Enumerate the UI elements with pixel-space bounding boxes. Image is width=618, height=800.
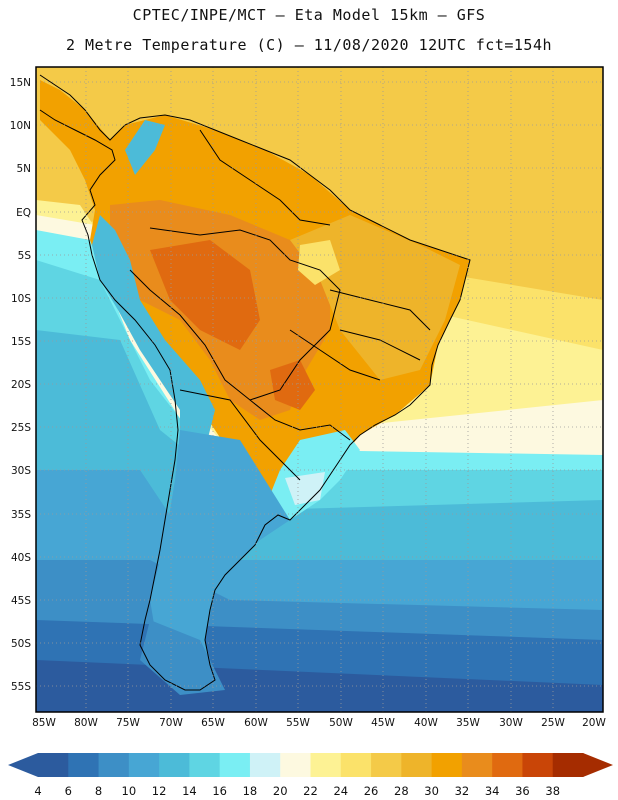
colorbar-label: 26 (364, 784, 379, 798)
lat-label: 25S (11, 422, 31, 434)
lat-label: 15S (11, 336, 31, 348)
colorbar-swatch (280, 753, 311, 777)
colorbar-swatch (310, 753, 342, 777)
colorbar-label: 38 (545, 784, 560, 798)
lat-label: 5S (18, 250, 32, 262)
colorbar-label: 32 (455, 784, 470, 798)
colorbar-swatch (159, 753, 190, 777)
map-frame (35, 66, 604, 713)
colorbar-swatch (492, 753, 523, 777)
lon-label: 75W (116, 717, 140, 729)
colorbar-label: 18 (243, 784, 258, 798)
colorbar-swatch (340, 753, 372, 777)
colorbar-label: 28 (394, 784, 409, 798)
lon-label: 70W (159, 717, 183, 729)
country-border-west (129, 227, 341, 401)
lat-label: 5N (16, 163, 31, 175)
colorbar-label: 12 (152, 784, 167, 798)
colorbar-swatch (189, 753, 221, 777)
country-border-argentina (179, 389, 301, 481)
lon-label: 65W (201, 717, 225, 729)
lat-label: 15N (10, 77, 31, 89)
colorbar-swatch (522, 753, 554, 777)
patagonia-region (150, 430, 290, 690)
colorbar-swatch (38, 753, 69, 777)
lat-label: 35S (11, 509, 31, 521)
state-border-2 (339, 329, 421, 361)
lat-label: 55S (11, 681, 31, 693)
lat-label: 10N (10, 120, 31, 132)
map-title-variable: 2 Metre Temperature (C) – 11/08/2020 12U… (65, 36, 553, 54)
lat-label: 30S (11, 465, 31, 477)
interior-hotspot-south (270, 360, 315, 410)
colorbar-swatch (461, 753, 493, 777)
lat-label: 20S (11, 379, 31, 391)
colorbar-label: 16 (212, 784, 227, 798)
colorbar-label: 4 (34, 784, 41, 798)
temperature-field (36, 67, 603, 712)
lon-label: 80W (74, 717, 98, 729)
lat-label: 10S (11, 293, 31, 305)
map-title-model: CPTEC/INPE/MCT – Eta Model 15km – GFS (132, 6, 486, 24)
lat-label: 50S (11, 638, 31, 650)
northern-andes-cold (125, 120, 165, 175)
colorbar-swatch (371, 753, 402, 777)
colorbar-swatch (431, 753, 463, 777)
longitude-labels: 85W 80W 75W 70W 65W 60W 55W 50W 45W 40W … (32, 717, 606, 729)
northeast-cool-spot (298, 240, 340, 285)
state-border-3 (289, 329, 381, 381)
colorbar-swatch (249, 753, 281, 777)
colorbar-label: 10 (122, 784, 137, 798)
colorbar-swatch (401, 753, 433, 777)
lon-label: 60W (244, 717, 268, 729)
uruguay-region (285, 472, 325, 505)
colorbar-label: 14 (182, 784, 197, 798)
lat-label: 40S (11, 552, 31, 564)
latitude-labels: 15N 10N 5N EQ 5S 10S 15S 20S 25S 30S 35S… (10, 77, 32, 693)
colorbar-swatch (98, 753, 130, 777)
interior-hotspot-west (150, 240, 260, 350)
coastlines (39, 74, 471, 691)
lon-label: 20W (582, 717, 606, 729)
colorbar-swatch (128, 753, 160, 777)
lon-label: 85W (32, 717, 56, 729)
colorbar-label: 20 (273, 784, 288, 798)
lon-label: 45W (371, 717, 395, 729)
colorbar-low-arrow (8, 753, 38, 777)
colorbar-swatch (552, 753, 584, 777)
lon-label: 30W (499, 717, 523, 729)
lat-label: EQ (16, 207, 31, 219)
lat-label: 45S (11, 595, 31, 607)
lon-label: 25W (541, 717, 565, 729)
colorbar-label: 22 (303, 784, 318, 798)
lon-label: 50W (329, 717, 353, 729)
state-border-1 (329, 289, 431, 331)
temperature-colorbar: 4 6 8 10 12 14 16 18 20 22 24 26 28 30 32 34 36 38 (8, 753, 613, 798)
country-border-south (249, 399, 351, 441)
colorbar-swatch (68, 753, 100, 777)
south-america-coastline (39, 74, 471, 691)
graticule (36, 67, 603, 712)
lon-label: 55W (286, 717, 310, 729)
colorbar-label: 6 (65, 784, 72, 798)
colorbar-label: 8 (95, 784, 102, 798)
colorbar-label: 24 (333, 784, 348, 798)
colorbar-label: 36 (515, 784, 530, 798)
colorbar-label: 30 (424, 784, 439, 798)
colorbar-label: 34 (485, 784, 500, 798)
country-border-north (199, 129, 331, 226)
colorbar-swatch (219, 753, 251, 777)
lon-label: 40W (414, 717, 438, 729)
colorbar-high-arrow (583, 753, 613, 777)
lon-label: 35W (456, 717, 480, 729)
